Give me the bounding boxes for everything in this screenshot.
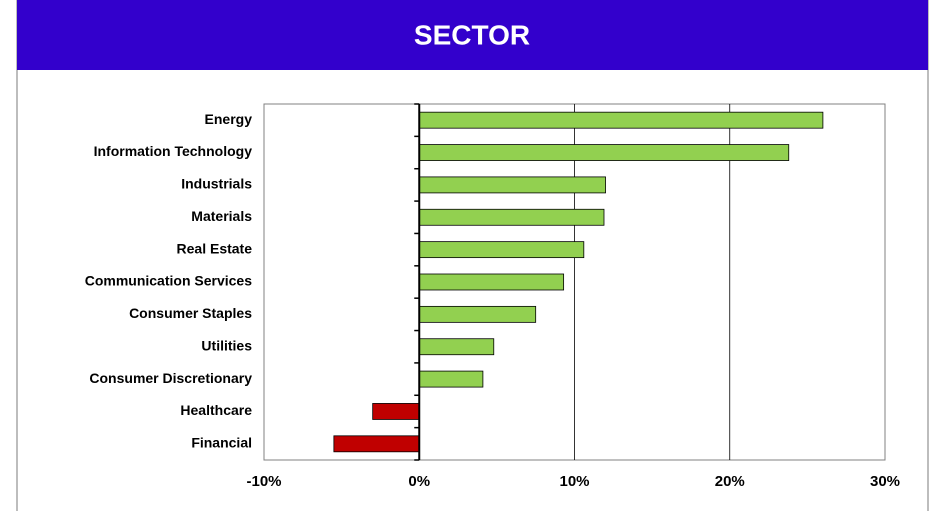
- y-tick-label: Financial: [191, 435, 252, 451]
- bar: [418, 144, 790, 161]
- y-tick-label: Utilities: [201, 337, 252, 353]
- x-tick-label: -10%: [246, 473, 281, 490]
- chart-title: SECTOR: [414, 19, 530, 50]
- bar: [333, 435, 420, 453]
- y-tick-label: Energy: [205, 111, 253, 127]
- y-tick-label: Consumer Discretionary: [89, 370, 252, 386]
- bar: [418, 305, 537, 323]
- y-tick-label: Information Technology: [94, 143, 253, 159]
- bar: [418, 111, 824, 129]
- y-tick-label: Materials: [191, 208, 252, 224]
- x-tick-label: 20%: [715, 473, 745, 490]
- header: [17, 0, 928, 70]
- y-tick-label: Consumer Staples: [129, 305, 252, 321]
- y-tick-label: Healthcare: [180, 402, 252, 418]
- bar: [418, 208, 605, 226]
- y-tick-label: Communication Services: [85, 273, 252, 289]
- x-tick-label: 10%: [559, 473, 589, 490]
- bar: [418, 176, 606, 194]
- bar: [418, 370, 484, 388]
- y-tick-label: Real Estate: [177, 240, 253, 256]
- bar: [372, 403, 420, 420]
- bar: [418, 241, 585, 259]
- bar: [418, 273, 565, 291]
- x-tick-label: 0%: [408, 473, 430, 490]
- bar: [418, 338, 495, 356]
- x-tick-label: 30%: [870, 473, 900, 490]
- y-tick-label: Industrials: [181, 176, 252, 192]
